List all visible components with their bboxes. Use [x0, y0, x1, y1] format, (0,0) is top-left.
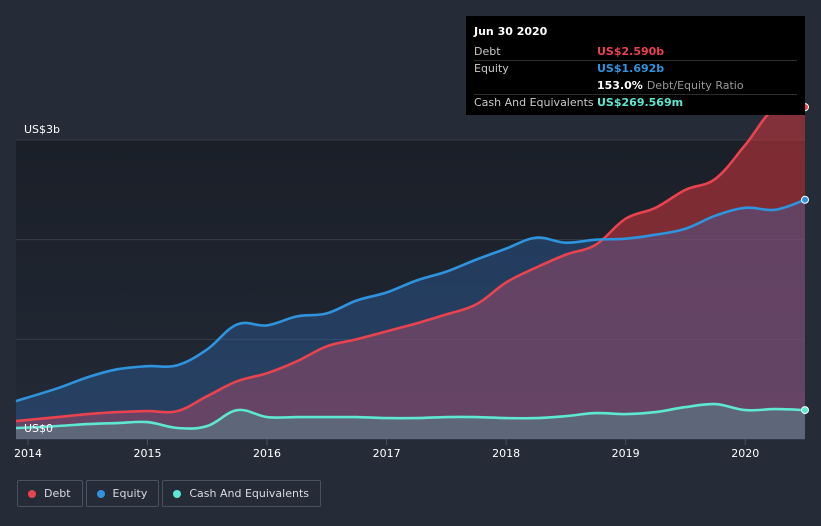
legend-label-equity: Equity: [112, 487, 148, 500]
tooltip-row-equity: Equity US$1.692b: [474, 59, 797, 78]
legend-label-debt: Debt: [44, 487, 71, 500]
chart-lines: [15, 103, 806, 430]
line-equity: [15, 198, 806, 403]
legend-item-equity[interactable]: Equity: [85, 480, 160, 507]
end-marker-equity: [801, 195, 809, 204]
chart-legend: Debt Equity Cash And Equivalents: [17, 480, 321, 507]
end-marker-cash-and-equivalents: [801, 406, 809, 415]
tooltip-date: Jun 30 2020: [474, 25, 548, 38]
tooltip-row-cash: Cash And Equivalents US$269.569m: [474, 93, 797, 112]
tooltip-ratio-value: 153.0%: [597, 78, 643, 92]
tooltip-row-ratio: 153.0% Debt/Equity Ratio: [474, 77, 797, 94]
x-tick-label: 2018: [492, 447, 520, 460]
x-tick-label: 2020: [731, 447, 759, 460]
y-axis-top-label: US$3b: [24, 123, 60, 136]
tooltip-cash-value: US$269.569m: [597, 96, 684, 110]
legend-dot-equity: [96, 489, 105, 498]
line-debt: [15, 103, 806, 423]
area-cash-and-equivalents: [16, 404, 805, 439]
x-tick-label: 2014: [14, 447, 42, 460]
y-axis-bottom-label: US$0: [24, 422, 53, 435]
data-tooltip: Jun 30 2020 Debt US$2.590b Equity US$1.6…: [466, 16, 805, 115]
tooltip-row-debt: Debt US$2.590b: [474, 43, 797, 60]
area-debt: [16, 104, 805, 439]
legend-dot-debt: [28, 489, 36, 498]
x-tick-label: 2016: [253, 447, 281, 460]
x-tick-label: 2015: [134, 447, 162, 460]
tooltip-equity-value: US$1.692b: [597, 62, 665, 76]
x-axis-ticks: 2014 2015 2016 2017 2018 2019 2020: [14, 439, 759, 460]
legend-label-cash: Cash And Equivalents: [189, 487, 309, 500]
legend-item-debt[interactable]: Debt: [17, 480, 83, 507]
tooltip-debt-value: US$2.590b: [597, 44, 665, 58]
area-equity: [16, 199, 805, 439]
tooltip-equity-label: Equity: [474, 62, 509, 76]
legend-item-cash[interactable]: Cash And Equivalents: [162, 480, 321, 507]
line-cash-and-equivalents: [15, 402, 806, 430]
x-tick-label: 2019: [612, 447, 640, 460]
tooltip-debt-label: Debt: [474, 44, 501, 58]
chart-areas: [16, 104, 805, 439]
legend-dot-cash: [173, 489, 182, 498]
tooltip-ratio-label: Debt/Equity Ratio: [646, 78, 744, 92]
tooltip-cash-label: Cash And Equivalents: [474, 96, 594, 110]
x-tick-label: 2017: [373, 447, 401, 460]
